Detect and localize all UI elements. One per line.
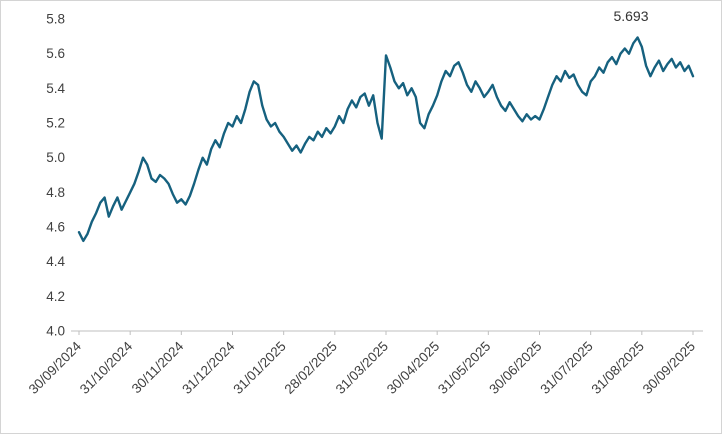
x-axis-tick-label: 31/08/2025 <box>589 339 647 397</box>
y-axis-tick-label: 4.4 <box>46 254 65 269</box>
x-axis-tick-label: 30/09/2025 <box>640 339 698 397</box>
x-axis-tick-label: 31/03/2025 <box>333 339 391 397</box>
y-axis-tick-label: 5.0 <box>46 150 65 165</box>
y-axis-tick-label: 4.0 <box>46 324 65 339</box>
y-axis-tick-label: 4.8 <box>46 185 65 200</box>
x-axis-tick-label: 30/09/2024 <box>26 338 85 397</box>
y-axis-tick-label: 4.6 <box>46 220 65 235</box>
x-axis-tick-label: 28/02/2025 <box>282 339 340 397</box>
y-axis-tick-label: 5.8 <box>46 12 65 27</box>
y-axis-tick-label: 4.2 <box>46 289 65 304</box>
y-axis-tick-label: 5.2 <box>46 116 65 131</box>
x-axis-tick-label: 30/06/2025 <box>486 339 544 397</box>
price-line <box>77 36 695 243</box>
peak-annotation: 5.693 <box>613 8 649 24</box>
x-axis-tick-label: 31/10/2024 <box>77 338 136 397</box>
x-axis-tick-label: 30/04/2025 <box>384 339 442 397</box>
x-axis-tick-label: 30/11/2024 <box>129 338 187 396</box>
x-axis-tick-label: 31/07/2025 <box>537 339 595 397</box>
x-axis-tick-label: 31/05/2025 <box>435 339 493 397</box>
x-axis-tick-label: 31/01/2025 <box>230 339 288 397</box>
x-axis-tick-label: 31/12/2024 <box>179 338 238 397</box>
y-axis-tick-label: 5.6 <box>46 46 65 61</box>
y-axis-tick-label: 5.4 <box>46 81 65 96</box>
